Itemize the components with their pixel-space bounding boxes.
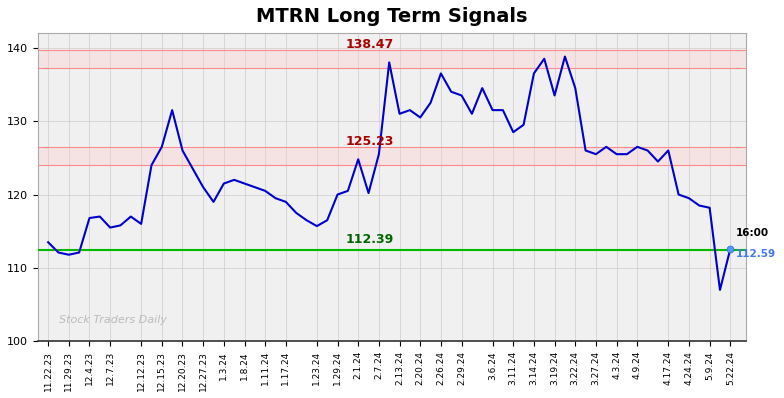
- Bar: [38, 50, 746, 68]
- Text: Stock Traders Daily: Stock Traders Daily: [59, 315, 167, 325]
- Text: 125.23: 125.23: [346, 135, 394, 148]
- Title: MTRN Long Term Signals: MTRN Long Term Signals: [256, 7, 528, 26]
- Text: 112.59: 112.59: [735, 249, 775, 259]
- Text: 112.39: 112.39: [346, 233, 394, 246]
- Bar: [38, 147, 746, 165]
- Text: 138.47: 138.47: [346, 38, 394, 51]
- Text: 16:00: 16:00: [735, 228, 768, 238]
